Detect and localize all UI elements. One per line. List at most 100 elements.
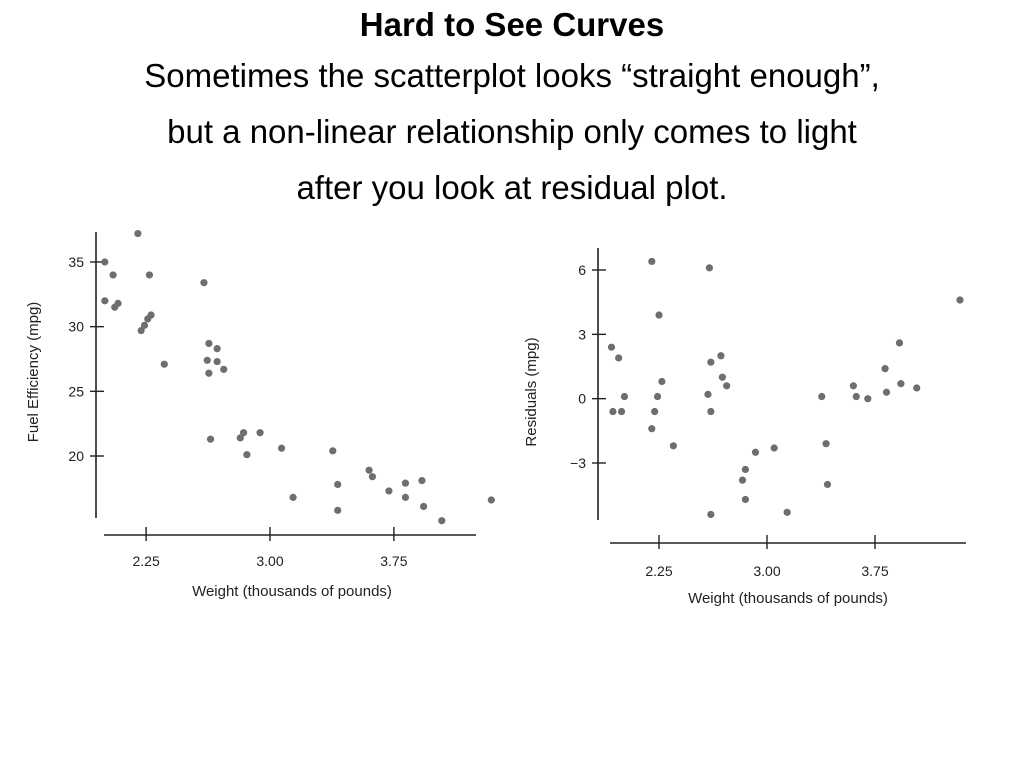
data-point	[101, 258, 109, 266]
data-point	[289, 493, 297, 501]
data-point	[913, 384, 921, 392]
data-point	[751, 448, 760, 456]
data-point	[707, 358, 715, 366]
data-point	[418, 476, 426, 485]
data-point	[881, 365, 889, 373]
data-point	[205, 339, 213, 348]
data-point	[718, 373, 726, 381]
data-point	[206, 435, 215, 443]
subtitle-line-3: after you look at residual plot.	[296, 169, 728, 206]
data-point	[200, 279, 208, 287]
y-tick-label: 6	[578, 262, 586, 278]
data-point	[823, 480, 832, 489]
data-point	[365, 466, 373, 474]
x-axis-title: Weight (thousands of pounds)	[192, 583, 392, 600]
x-tick-label: 2.25	[645, 563, 672, 579]
x-tick-label: 3.75	[380, 553, 407, 569]
y-tick-label: 0	[578, 391, 586, 407]
data-point	[329, 447, 337, 455]
data-point	[852, 392, 860, 401]
data-point	[655, 311, 663, 319]
data-point	[609, 407, 617, 416]
data-point	[620, 392, 629, 401]
slide-subtitle: Sometimes the scatterplot looks “straigh…	[0, 48, 1024, 216]
data-point	[653, 392, 662, 401]
data-point	[704, 390, 712, 398]
data-point	[243, 451, 251, 459]
subtitle-line-2: but a non-linear relationship only comes…	[167, 113, 857, 150]
data-point	[864, 395, 872, 403]
right-points	[607, 257, 964, 519]
x-tick-label: 3.00	[753, 563, 780, 579]
y-axis-title: Residuals (mpg)	[523, 337, 540, 446]
data-point	[617, 407, 626, 416]
y-tick-label: 3	[578, 326, 586, 342]
data-point	[615, 354, 623, 362]
data-point	[140, 321, 149, 329]
data-point	[145, 271, 154, 279]
data-point	[401, 493, 410, 501]
data-point	[236, 434, 244, 442]
data-point	[723, 382, 731, 390]
x-tick-label: 3.00	[256, 553, 283, 569]
data-point	[956, 296, 964, 304]
data-point	[741, 495, 750, 504]
x-tick-label: 2.25	[132, 553, 159, 569]
data-point	[385, 487, 393, 495]
data-point	[277, 444, 286, 452]
data-point	[651, 407, 659, 416]
data-point	[213, 345, 221, 353]
data-point	[134, 229, 142, 238]
data-point	[256, 429, 264, 437]
data-point	[487, 496, 495, 504]
data-point	[822, 440, 830, 448]
data-point	[205, 369, 213, 377]
data-point	[849, 382, 858, 390]
y-tick-label: 20	[68, 448, 84, 464]
data-point	[707, 510, 715, 519]
data-point	[707, 407, 715, 416]
data-point	[783, 508, 791, 516]
data-point	[897, 380, 905, 388]
data-point	[648, 257, 656, 266]
data-point	[882, 388, 891, 396]
data-point	[607, 343, 616, 351]
left-points	[101, 229, 495, 525]
data-point	[101, 297, 109, 305]
y-tick-label: 30	[68, 319, 84, 335]
data-point	[114, 299, 122, 307]
data-point	[368, 473, 377, 481]
data-point	[818, 392, 826, 401]
data-point	[420, 502, 428, 511]
slide-title: Hard to See Curves	[359, 6, 665, 43]
data-point	[220, 365, 228, 373]
data-point	[334, 506, 342, 514]
data-point	[239, 429, 248, 437]
data-point	[334, 480, 342, 489]
data-point	[438, 517, 446, 525]
data-point	[401, 479, 410, 487]
y-tick-label: −3	[570, 455, 586, 471]
data-point	[895, 339, 904, 347]
y-tick-label: 25	[68, 383, 84, 399]
data-point	[648, 425, 656, 433]
data-point	[741, 465, 750, 474]
x-tick-label: 3.75	[861, 563, 888, 579]
data-point	[109, 271, 117, 279]
y-tick-label: 35	[68, 254, 84, 270]
data-point	[147, 311, 155, 319]
data-point	[705, 264, 714, 272]
y-axis-title: Fuel Efficiency (mpg)	[25, 302, 42, 443]
data-point	[717, 352, 725, 360]
data-point	[658, 377, 666, 386]
data-point	[213, 357, 221, 366]
data-point	[203, 356, 211, 364]
data-point	[770, 444, 778, 452]
data-point	[669, 442, 678, 450]
data-point	[738, 476, 747, 484]
data-point	[137, 326, 145, 335]
data-point	[160, 360, 168, 368]
right-axes: −3 0 3 6 2.25 3.00 3.75 Weight (thousands of po…	[523, 248, 966, 607]
